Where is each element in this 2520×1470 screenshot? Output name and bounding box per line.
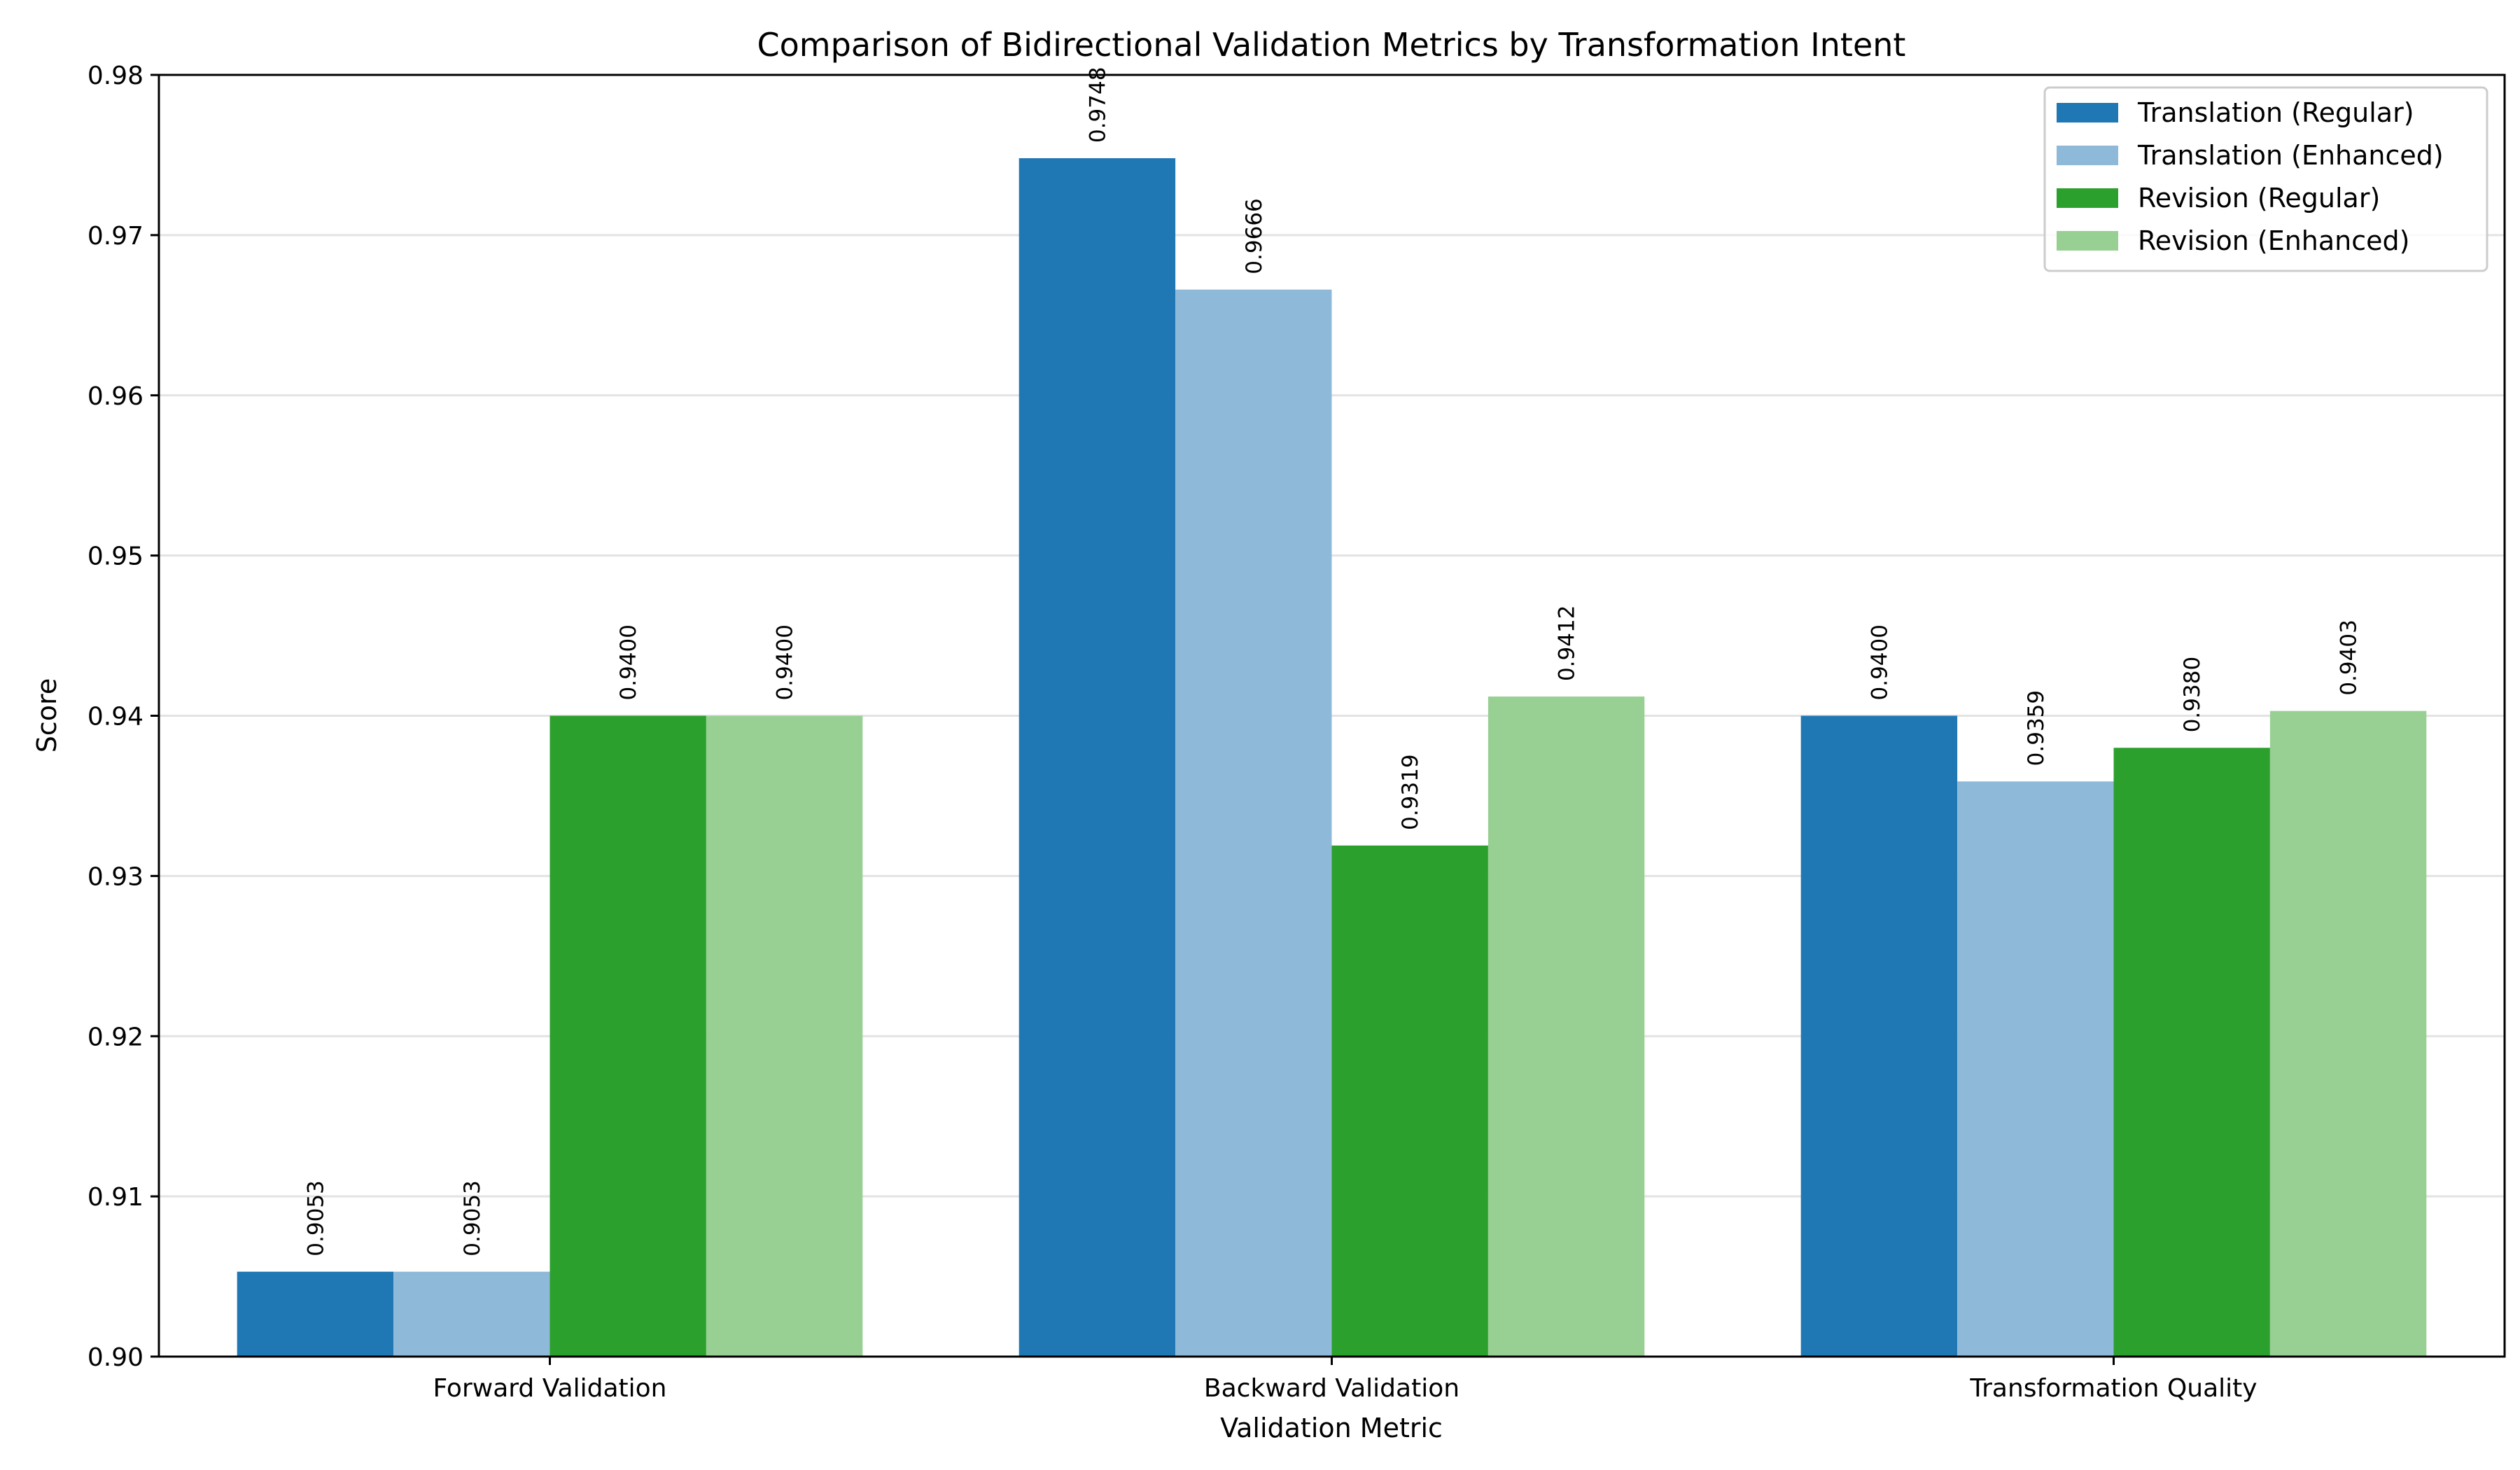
bar (2269, 710, 2427, 1357)
x-axis-title: Validation Metric (1220, 1413, 1443, 1443)
data-label: 0.9400 (773, 624, 798, 700)
bar (2113, 748, 2270, 1357)
y-axis-ticks: 0.90 0.91 0.92 0.93 0.94 0.95 0.96 0.97 0.98 (88, 62, 159, 1372)
data-label: 0.9666 (1242, 198, 1267, 274)
data-label: 0.9748 (1085, 67, 1110, 143)
chart-title: Comparison of Bidirectional Validation M… (757, 26, 1906, 64)
y-tick-label: 0.95 (88, 542, 144, 571)
bar (1800, 715, 1958, 1357)
y-tick-label: 0.96 (88, 382, 144, 411)
x-tick-label: Forward Validation (433, 1374, 667, 1403)
bars (237, 158, 2427, 1357)
bar (237, 1271, 394, 1357)
y-tick-label: 0.97 (88, 222, 144, 251)
data-label: 0.9359 (2024, 690, 2049, 766)
legend: Translation (Regular) Translation (Enhanc… (2043, 86, 2488, 272)
legend-label: Translation (Regular) (2137, 97, 2414, 128)
y-tick-label: 0.98 (88, 62, 144, 90)
data-label: 0.9400 (1867, 624, 1892, 700)
legend-label: Revision (Regular) (2138, 183, 2380, 214)
legend-label: Translation (Enhanced) (2137, 140, 2444, 171)
data-label: 0.9053 (460, 1180, 485, 1256)
data-labels: 0.9053 0.9748 0.9400 0.9053 0.9666 0.9359 0.94… (303, 67, 2361, 1256)
legend-swatch (2057, 231, 2118, 251)
y-tick-label: 0.92 (88, 1023, 144, 1051)
bar (550, 715, 706, 1357)
legend-swatch (2057, 103, 2118, 122)
legend-label: Revision (Enhanced) (2138, 225, 2409, 256)
data-label: 0.9053 (303, 1180, 328, 1256)
x-tick-label: Backward Validation (1204, 1374, 1460, 1403)
bar (393, 1271, 550, 1357)
bar (1018, 158, 1176, 1357)
y-axis-title: Score (31, 678, 62, 752)
bar (1488, 696, 1645, 1357)
legend-swatch (2057, 146, 2118, 165)
data-label: 0.9380 (2180, 657, 2205, 732)
y-tick-label: 0.91 (88, 1183, 144, 1212)
data-label: 0.9403 (2337, 620, 2362, 695)
x-tick-label: Transformation Quality (1969, 1374, 2257, 1403)
bar (1331, 845, 1488, 1357)
y-tick-label: 0.94 (88, 703, 144, 732)
data-label: 0.9319 (1398, 754, 1423, 830)
y-tick-label: 0.90 (88, 1343, 144, 1372)
bar (706, 715, 863, 1357)
bar (1957, 781, 2114, 1357)
y-tick-label: 0.93 (88, 862, 144, 891)
bar (1175, 289, 1332, 1357)
legend-swatch (2057, 188, 2118, 208)
data-label: 0.9400 (616, 624, 641, 700)
legend-box (2043, 86, 2488, 272)
x-axis-ticks: Forward Validation Backward Validation Tra… (433, 1357, 2258, 1403)
data-label: 0.9412 (1555, 606, 1580, 681)
